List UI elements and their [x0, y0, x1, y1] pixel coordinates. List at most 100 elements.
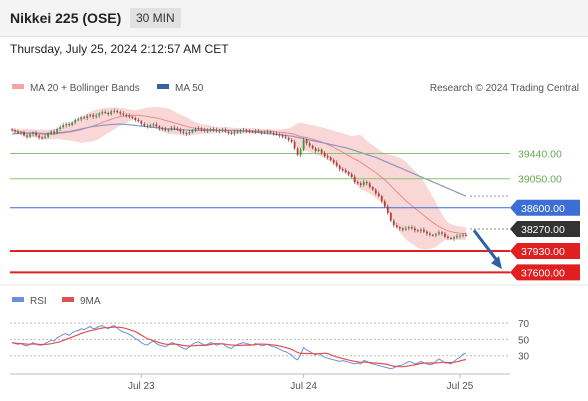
candle-body — [14, 130, 16, 132]
candle-body — [47, 133, 49, 137]
candle-body — [305, 139, 308, 144]
candle-body — [50, 131, 52, 134]
candle-body — [314, 148, 317, 151]
chart-header: Nikkei 225 (OSE) 30 MIN — [0, 0, 588, 37]
candle-body — [260, 131, 263, 133]
candle-body — [383, 201, 386, 207]
candle-body — [218, 130, 221, 132]
support-1-label: 37930.00 — [521, 246, 565, 258]
candle-body — [380, 196, 383, 202]
candle-body — [188, 132, 191, 134]
projection-arrow-shaft — [472, 229, 501, 264]
candle-body — [401, 228, 404, 230]
candle-body — [119, 112, 122, 114]
candle-body — [68, 123, 71, 126]
candle-body — [152, 124, 155, 126]
ma20-legend-swatch — [12, 84, 24, 89]
candle-body — [368, 183, 371, 188]
ma9-legend-label: 9MA — [80, 296, 101, 307]
candle-body — [98, 113, 101, 116]
candle-body — [203, 129, 206, 131]
candle-body — [53, 131, 55, 133]
resistance-2-label: 39440.00 — [518, 149, 562, 161]
ma20-legend-label: MA 20 + Bollinger Bands — [30, 83, 140, 94]
candle-body — [167, 129, 170, 131]
candle-body — [236, 131, 239, 133]
research-credit: Research © 2024 Trading Central — [430, 83, 579, 94]
candle-body — [233, 132, 236, 134]
candle-body — [17, 131, 19, 133]
candle-body — [74, 119, 77, 123]
candle-body — [209, 128, 212, 131]
rsi-level-label-70: 70 — [518, 319, 530, 330]
candle-body — [224, 129, 227, 132]
candle-body — [254, 130, 257, 133]
candle-body — [149, 125, 152, 127]
candle-body — [429, 233, 431, 235]
candle-body — [386, 206, 389, 213]
candles — [11, 108, 467, 242]
rsi-legend-label: RSI — [30, 296, 47, 307]
candle-body — [110, 111, 113, 115]
candle-body — [407, 227, 410, 229]
candle-body — [296, 148, 299, 155]
candle-body — [266, 131, 269, 133]
pivot-label: 38600.00 — [521, 203, 565, 215]
candle-body — [257, 130, 260, 132]
candle-body — [356, 181, 359, 184]
rsi-legend-swatch — [12, 297, 24, 302]
candle-body — [128, 115, 131, 117]
time-axis-labels: Jul 23 Jul 24 Jul 25 — [128, 374, 474, 392]
candle-body — [23, 132, 25, 136]
candle-body — [107, 112, 110, 115]
moving-averages — [11, 114, 467, 235]
candle-body — [26, 135, 28, 137]
candle-body — [227, 131, 230, 133]
candle-body — [413, 228, 416, 231]
candle-body — [389, 212, 392, 221]
timeframe-button[interactable]: 30 MIN — [130, 8, 181, 28]
candle-body — [326, 156, 329, 158]
candle-body — [359, 183, 362, 186]
candle-body — [453, 237, 455, 239]
candle-body — [441, 232, 443, 234]
candle-body — [170, 127, 173, 130]
support-1-tag — [510, 243, 580, 260]
candle-body — [281, 135, 284, 137]
candle-body — [341, 169, 344, 171]
candle-body — [344, 170, 347, 173]
rsi-panel: 70 50 30 — [10, 319, 530, 370]
candle-body — [462, 234, 464, 236]
candle-body — [347, 172, 350, 175]
candle-body — [392, 220, 395, 226]
candle-body — [410, 227, 413, 229]
bollinger-bands — [12, 107, 466, 250]
time-tick-label: Jul 25 — [447, 381, 474, 392]
pivot-tag — [510, 199, 580, 216]
candle-body — [155, 124, 158, 127]
candle-body — [176, 128, 179, 130]
candle-body — [194, 128, 197, 131]
candle-body — [32, 132, 34, 135]
ma50-legend-swatch — [157, 84, 169, 89]
candle-body — [116, 110, 119, 113]
candle-body — [245, 130, 248, 132]
candle-body — [65, 123, 68, 126]
candle-body — [456, 236, 458, 238]
candle-body — [197, 128, 200, 130]
candle-body — [44, 136, 46, 139]
candle-body — [329, 157, 332, 160]
resistance-1-label: 39050.00 — [518, 174, 562, 186]
candle-body — [353, 176, 356, 182]
candle-body — [332, 159, 335, 163]
candle-body — [284, 136, 287, 139]
candle-body — [212, 128, 215, 130]
candle-body — [420, 229, 422, 231]
candle-body — [101, 112, 104, 114]
candle-body — [398, 227, 401, 229]
candle-body — [272, 132, 275, 134]
candle-body — [290, 139, 293, 142]
candle-body — [459, 235, 461, 237]
candle-body — [134, 118, 137, 120]
candle-body — [239, 130, 242, 132]
